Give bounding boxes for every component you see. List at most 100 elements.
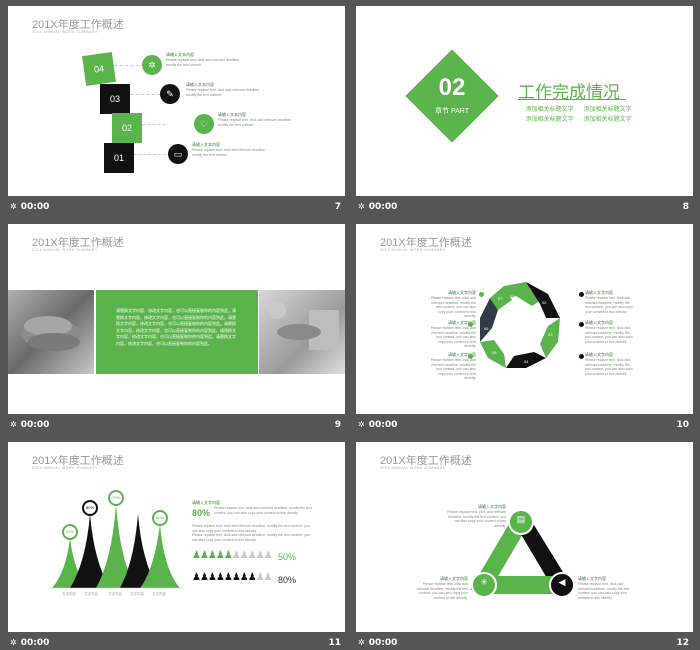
connector-line [134, 154, 166, 155]
segment-label: 01 [510, 294, 515, 299]
handshake-image [268, 301, 339, 350]
handshake-photo [259, 290, 345, 374]
right-item: 请输入文字内容 Please replace text, click add r… [585, 320, 634, 344]
triangle-cycle-diagram [470, 509, 575, 598]
slide-title: 201X年度工作概述 [32, 19, 124, 31]
sparkle-icon: ✲ [358, 202, 365, 211]
slide-title: 201X年度工作概述 [32, 237, 124, 249]
segment-label: 03 [548, 332, 553, 337]
peak-value: 70% [111, 495, 120, 500]
left-item: 请输入文字内容 Please replace text, click add r… [430, 352, 476, 380]
slide-title: 201X年度工作概述 [32, 455, 124, 467]
segment-05 [480, 340, 506, 368]
slide-title: 201X年度工作概述 [380, 237, 472, 249]
slide-subtitle: 201X ANNUAL WORK SUMMARY [32, 30, 98, 34]
item-2: 请输入文本内容 Please replace text, click add r… [218, 112, 292, 127]
peak-4 [120, 514, 158, 588]
slide-number: 9 [334, 420, 341, 430]
info-text: Please replace text, click add relevant … [214, 506, 312, 515]
item-1: 请输入文本内容 Please replace text, click add r… [192, 142, 266, 157]
left-item: 请输入文字内容 Please replace text, click add r… [430, 320, 476, 348]
slide-11-footer: ✲ 00:00 11 [10, 638, 341, 648]
slide-number: 8 [682, 202, 689, 212]
dot-marker [579, 322, 584, 327]
slide-10-footer: ✲ 00:00 10 [358, 420, 689, 430]
slide-number: 10 [676, 420, 689, 430]
slide-7-footer: ✲ 00:00 7 [10, 202, 341, 212]
step-02: 02 [112, 113, 142, 143]
slide-9[interactable]: 201X年度工作概述 201X ANNUAL WORK SUMMARY 请替换文… [8, 224, 345, 414]
slide-9-footer: ✲ 00:00 9 [10, 420, 341, 430]
slide-subtitle: 201X ANNUAL WORK SUMMARY [32, 466, 98, 470]
teamwork-photo [8, 290, 94, 374]
peak-value: 20% [65, 529, 74, 534]
black-people-row: ♟♟♟♟♟♟♟♟♟♟ [192, 572, 273, 583]
info-label: 请输入文字内容 [192, 500, 220, 505]
peak-2 [70, 514, 110, 588]
bullet-item: · 添加相关标题文字 [580, 107, 632, 113]
gear-icon: ✲ [142, 55, 162, 75]
info-text: Please replace text, click add relevant … [192, 524, 310, 533]
heptagon-diagram [480, 282, 560, 368]
slide-7[interactable]: 201X年度工作概述 201X ANNUAL WORK SUMMARY 04 0… [8, 6, 345, 196]
section-heading: 工作完成情况 [518, 83, 620, 102]
slide-10[interactable]: 201X年度工作概述 201X ANNUAL WORK SUMMARY 01 0… [356, 224, 693, 414]
peak-marker [62, 524, 78, 540]
document-icon: ▤ [516, 514, 526, 524]
item-3: 请输入文本内容 Please replace text, click add r… [186, 82, 260, 97]
text-panel: 请替换文字内容，修改文字内容，也可以直接复制你的内容到此。请替换文字内容，修改文… [96, 290, 258, 374]
right-item: 请输入文字内容 Please replace text, click add r… [585, 290, 634, 314]
bullet-item: · 添加相关标题文字 [580, 117, 632, 123]
peak-marker [82, 500, 98, 516]
peak-chart [48, 490, 184, 589]
x-label: 文字内容 [108, 592, 122, 596]
pencil-icon: ✎ [160, 84, 180, 104]
sparkle-icon: ✲ [10, 638, 17, 647]
peak-marker [108, 490, 124, 506]
peak-value: 50% [155, 515, 164, 520]
slide-8[interactable]: 02 章节 PART 工作完成情况 · 添加相关标题文字 · 添加相关标题文字 … [356, 6, 693, 196]
node-top [508, 509, 534, 535]
lightbulb-icon: ☀ [479, 577, 489, 587]
segment-label: 06 [484, 326, 489, 331]
item-4: 请输入文本内容 Please replace text, click add r… [166, 52, 240, 67]
left-item: 请输入文字内容 Please replace text, click add r… [416, 576, 468, 600]
sparkle-icon: ✲ [10, 420, 17, 429]
segment-01 [500, 282, 544, 306]
connector-line [114, 65, 144, 66]
segment-03 [540, 318, 560, 358]
left-item: 请输入文字内容 Please replace text, click add r… [430, 290, 476, 318]
segment-label: 04 [524, 359, 529, 364]
node-right [549, 572, 575, 598]
dot-marker [479, 292, 484, 297]
sparkle-icon: ✲ [358, 638, 365, 647]
step-01: 01 [104, 143, 134, 173]
slide-subtitle: 201X ANNUAL WORK SUMMARY [380, 466, 446, 470]
megaphone-icon: ◀ [558, 577, 566, 587]
bullet-item: · 添加相关标题文字 [522, 117, 574, 123]
x-label: 文字内容 [130, 592, 144, 596]
slide-number: 11 [328, 638, 341, 648]
slide-number: 12 [676, 638, 689, 648]
peak-5 [140, 524, 180, 588]
node-left [471, 572, 497, 598]
connector-line [130, 94, 160, 95]
peak-marker [152, 510, 168, 526]
info-text: Please replace text, click add relevant … [192, 533, 310, 542]
slide-subtitle: 201X ANNUAL WORK SUMMARY [32, 248, 98, 252]
peak-3 [96, 504, 136, 588]
triangle-right-arm [516, 512, 574, 590]
monitor-icon: ▭ [168, 144, 188, 164]
segment-02 [526, 282, 560, 318]
dot-marker [468, 322, 473, 327]
slide-number: 7 [334, 202, 341, 212]
slide-title: 201X年度工作概述 [380, 455, 472, 467]
dot-marker [579, 292, 584, 297]
panel-body-text: 请替换文字内容，修改文字内容，也可以直接复制你的内容到此。请替换文字内容，修改文… [116, 308, 236, 346]
heart-icon: ♡ [194, 114, 214, 134]
slide-11[interactable]: 201X年度工作概述 201X ANNUAL WORK SUMMARY 20% … [8, 442, 345, 632]
percent-black: 80% [278, 575, 297, 585]
slide-12-footer: ✲ 00:00 12 [358, 638, 689, 648]
slide-12[interactable]: 201X年度工作概述 201X ANNUAL WORK SUMMARY ▤ ☀ … [356, 442, 693, 632]
segment-label: 05 [492, 350, 497, 355]
